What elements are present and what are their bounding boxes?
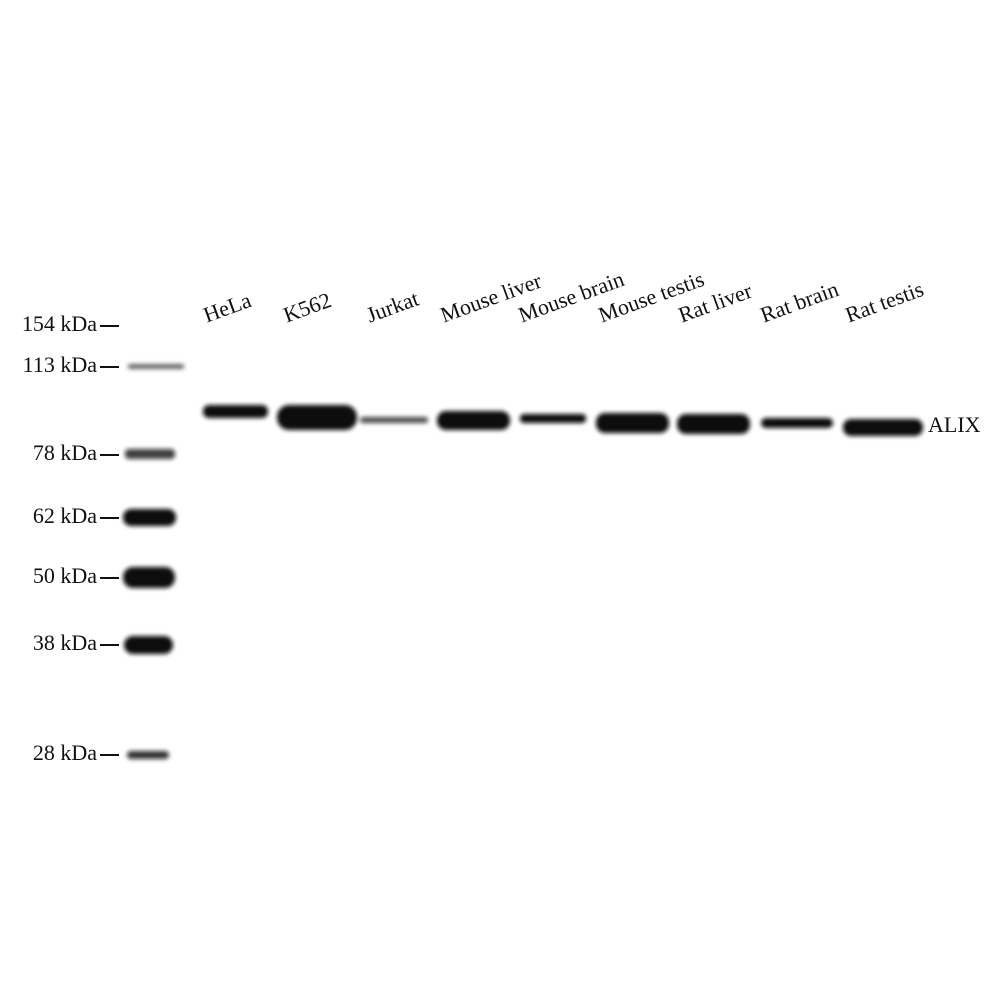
band <box>203 405 268 418</box>
band <box>761 418 833 428</box>
band <box>677 414 750 434</box>
band <box>843 419 923 436</box>
ladder-band <box>123 567 175 588</box>
ladder-band <box>128 364 184 369</box>
band <box>437 411 510 430</box>
band <box>277 405 357 430</box>
marker-label: 28 kDa <box>33 740 97 765</box>
marker-label: 62 kDa <box>33 503 97 528</box>
marker-label: 38 kDa <box>33 630 97 655</box>
marker-label: 50 kDa <box>33 563 97 588</box>
band <box>520 414 586 423</box>
bands <box>123 364 923 759</box>
ladder-band <box>124 636 173 654</box>
ladder-band <box>123 509 176 526</box>
marker-label: 113 kDa <box>23 352 98 377</box>
marker-label: 78 kDa <box>33 440 97 465</box>
ladder-band <box>125 449 175 459</box>
ladder-band <box>127 751 169 759</box>
band <box>360 417 428 423</box>
band-label: ALIX <box>928 412 981 437</box>
marker-label: 154 kDa <box>22 311 97 336</box>
band <box>596 413 669 433</box>
